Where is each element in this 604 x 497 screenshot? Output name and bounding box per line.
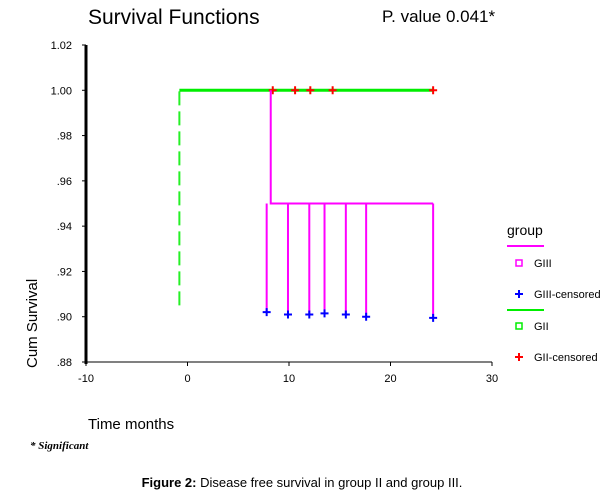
gii-censored-marker (291, 86, 300, 95)
x-tick-label: 30 (486, 373, 498, 385)
legend-giii-censored-marker (515, 290, 523, 298)
p-value-annotation: P. value 0.041* (382, 7, 495, 26)
x-tick-label: 0 (184, 373, 190, 385)
survival-chart: Survival Functions P. value 0.041* Time … (24, 6, 601, 433)
gii-censored-marker (306, 86, 315, 95)
giii-censored-marker (320, 309, 329, 318)
legend-giii-marker (515, 259, 523, 267)
giii-censored-marker (305, 310, 314, 319)
giii-censored-marker (341, 310, 350, 319)
giii-survival-line (269, 90, 434, 205)
giii-censored-marker (362, 312, 371, 321)
x-tick-label: 10 (283, 373, 295, 385)
y-tick-label: .94 (57, 221, 72, 233)
legend-gii-censored-marker (515, 353, 523, 361)
giii-censored-marker (283, 310, 292, 319)
footnote: * Significant (30, 440, 89, 452)
x-tick-label: 20 (384, 373, 396, 385)
giii-censored-marker (262, 308, 271, 317)
x-tick-label: -10 (78, 373, 94, 385)
legend-gii-marker (515, 322, 523, 330)
caption-text: Disease free survival in group II and gr… (196, 475, 463, 490)
y-tick-label: .98 (57, 131, 72, 143)
giii-censored-marker (429, 313, 438, 322)
y-tick-label: 1.02 (51, 40, 72, 52)
y-axis-label: Cum Survival (24, 279, 41, 368)
legend-label: GIII-censored (534, 289, 601, 301)
y-tick-label: .88 (57, 357, 72, 369)
gii-censored-marker (268, 86, 277, 95)
caption-label: Figure 2: (141, 475, 197, 490)
y-tick-label: .96 (57, 176, 72, 188)
legend-label: GII-censored (534, 352, 598, 364)
gii-censored-marker (429, 86, 438, 95)
legend-label: GIII (534, 258, 552, 270)
legend-title: group (507, 222, 543, 238)
y-tick-label: .92 (57, 266, 72, 278)
chart-title: Survival Functions (88, 6, 260, 29)
gii-censored-marker (328, 86, 337, 95)
figure-caption: Figure 2: Disease free survival in group… (0, 475, 604, 490)
y-tick-label: .90 (57, 312, 72, 324)
y-tick-label: 1.00 (51, 85, 72, 97)
legend-label: GII (534, 321, 549, 333)
x-axis-label: Time months (88, 416, 174, 433)
